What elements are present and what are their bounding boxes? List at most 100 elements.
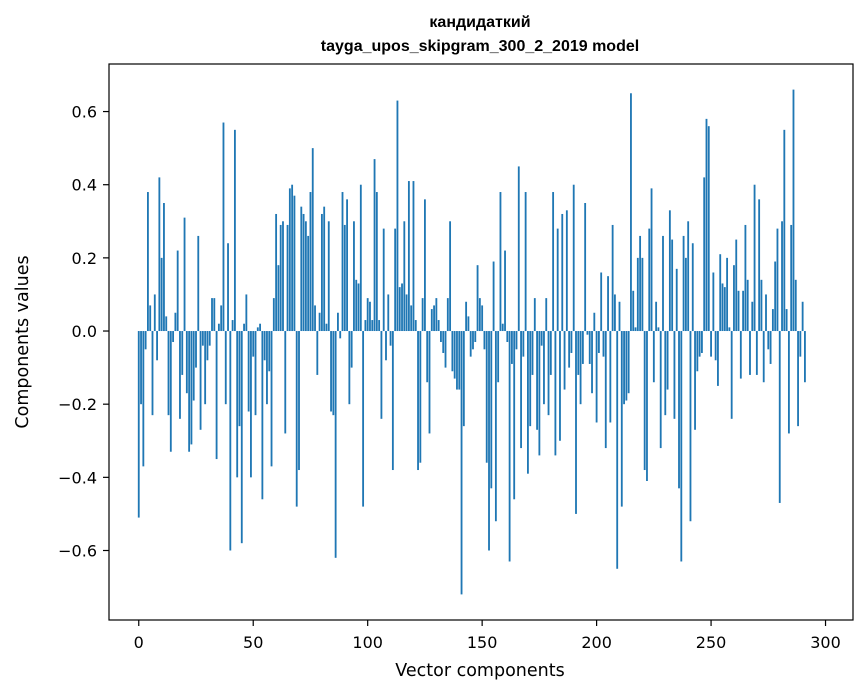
- bar-48: [247, 331, 250, 412]
- bar-10: [160, 257, 163, 332]
- bar-93: [350, 331, 353, 368]
- bar-287: [794, 279, 797, 332]
- bar-184: [559, 331, 561, 441]
- chart-subtitle: tayga_upos_skipgram_300_2_2019 model: [321, 38, 639, 55]
- bar-182: [554, 331, 557, 456]
- y-tick-label: −0.4: [58, 468, 97, 487]
- bar-253: [717, 331, 719, 386]
- bar-174: [536, 331, 538, 430]
- bar-185: [561, 213, 564, 332]
- bar-195: [584, 203, 587, 332]
- bar-222: [646, 331, 648, 481]
- bar-75: [309, 192, 312, 332]
- bar-256: [723, 287, 726, 332]
- bar-284: [787, 331, 790, 434]
- bar-236: [678, 331, 680, 489]
- bar-223: [648, 228, 651, 332]
- bar-159: [501, 323, 504, 332]
- bar-197: [588, 331, 591, 364]
- bar-272: [760, 279, 763, 332]
- bar-127: [428, 331, 431, 434]
- bar-286: [792, 89, 795, 332]
- bar-283: [785, 309, 788, 332]
- bar-149: [478, 298, 481, 332]
- bar-135: [446, 298, 449, 332]
- bar-60: [275, 213, 278, 332]
- x-tick-label: 50: [243, 633, 263, 652]
- bar-189: [570, 331, 573, 353]
- bar-133: [442, 331, 445, 353]
- bar-153: [488, 331, 490, 551]
- bar-196: [586, 331, 589, 335]
- bar-53: [259, 323, 261, 332]
- bar-154: [490, 331, 493, 489]
- bar-170: [527, 331, 529, 474]
- bar-95: [355, 279, 358, 332]
- bar-65: [286, 224, 289, 332]
- bar-171: [529, 331, 532, 427]
- bar-101: [369, 301, 371, 332]
- bar-208: [614, 294, 616, 332]
- bar-73: [304, 221, 307, 332]
- bar-110: [389, 331, 392, 346]
- bar-264: [742, 290, 745, 332]
- bar-279: [776, 228, 779, 332]
- bar-233: [671, 239, 674, 332]
- bar-143: [465, 301, 468, 332]
- bar-140: [458, 331, 461, 390]
- bar-187: [565, 210, 568, 332]
- bar-273: [762, 331, 765, 383]
- bar-246: [701, 331, 703, 353]
- bar-105: [378, 320, 381, 332]
- bar-245: [698, 331, 701, 357]
- bar-261: [735, 239, 738, 332]
- bar-69: [295, 331, 298, 507]
- bars-group: [137, 89, 806, 595]
- bar-118: [407, 181, 410, 332]
- bar-43: [236, 331, 239, 478]
- bar-13: [167, 331, 170, 416]
- bar-263: [739, 331, 742, 379]
- bar-217: [634, 327, 637, 332]
- bar-24: [192, 331, 195, 401]
- bar-12: [165, 316, 168, 332]
- bar-142: [462, 331, 465, 427]
- bar-57: [268, 331, 271, 372]
- bar-280: [778, 331, 781, 503]
- bar-214: [627, 331, 630, 394]
- bar-255: [721, 283, 724, 332]
- bar-162: [508, 331, 511, 562]
- bar-16: [174, 312, 177, 332]
- bar-86: [334, 331, 337, 558]
- bar-191: [575, 331, 577, 514]
- bar-172: [531, 331, 534, 375]
- bar-109: [387, 294, 390, 332]
- bar-84: [330, 331, 332, 412]
- bar-96: [357, 283, 360, 332]
- bar-212: [623, 331, 625, 405]
- bar-205: [607, 276, 609, 332]
- bar-40: [229, 331, 232, 551]
- bar-15: [172, 331, 175, 342]
- bar-168: [522, 331, 525, 357]
- bar-125: [424, 199, 426, 332]
- bar-9: [158, 177, 161, 332]
- y-tick-label: −0.6: [58, 542, 97, 561]
- bar-3: [144, 331, 147, 350]
- bar-119: [410, 305, 413, 332]
- bar-81: [323, 206, 326, 332]
- bar-106: [380, 331, 383, 419]
- bar-51: [254, 331, 257, 416]
- bar-116: [403, 221, 406, 332]
- bar-242: [691, 243, 694, 332]
- bar-201: [597, 331, 600, 353]
- bar-42: [233, 129, 236, 332]
- bar-98: [362, 331, 365, 507]
- bar-202: [600, 272, 603, 332]
- chart-title: кандидаткий: [429, 14, 530, 31]
- bar-87: [337, 312, 339, 332]
- bar-215: [630, 93, 632, 332]
- bar-274: [765, 294, 767, 332]
- bar-137: [451, 331, 454, 372]
- bar-8: [156, 331, 158, 361]
